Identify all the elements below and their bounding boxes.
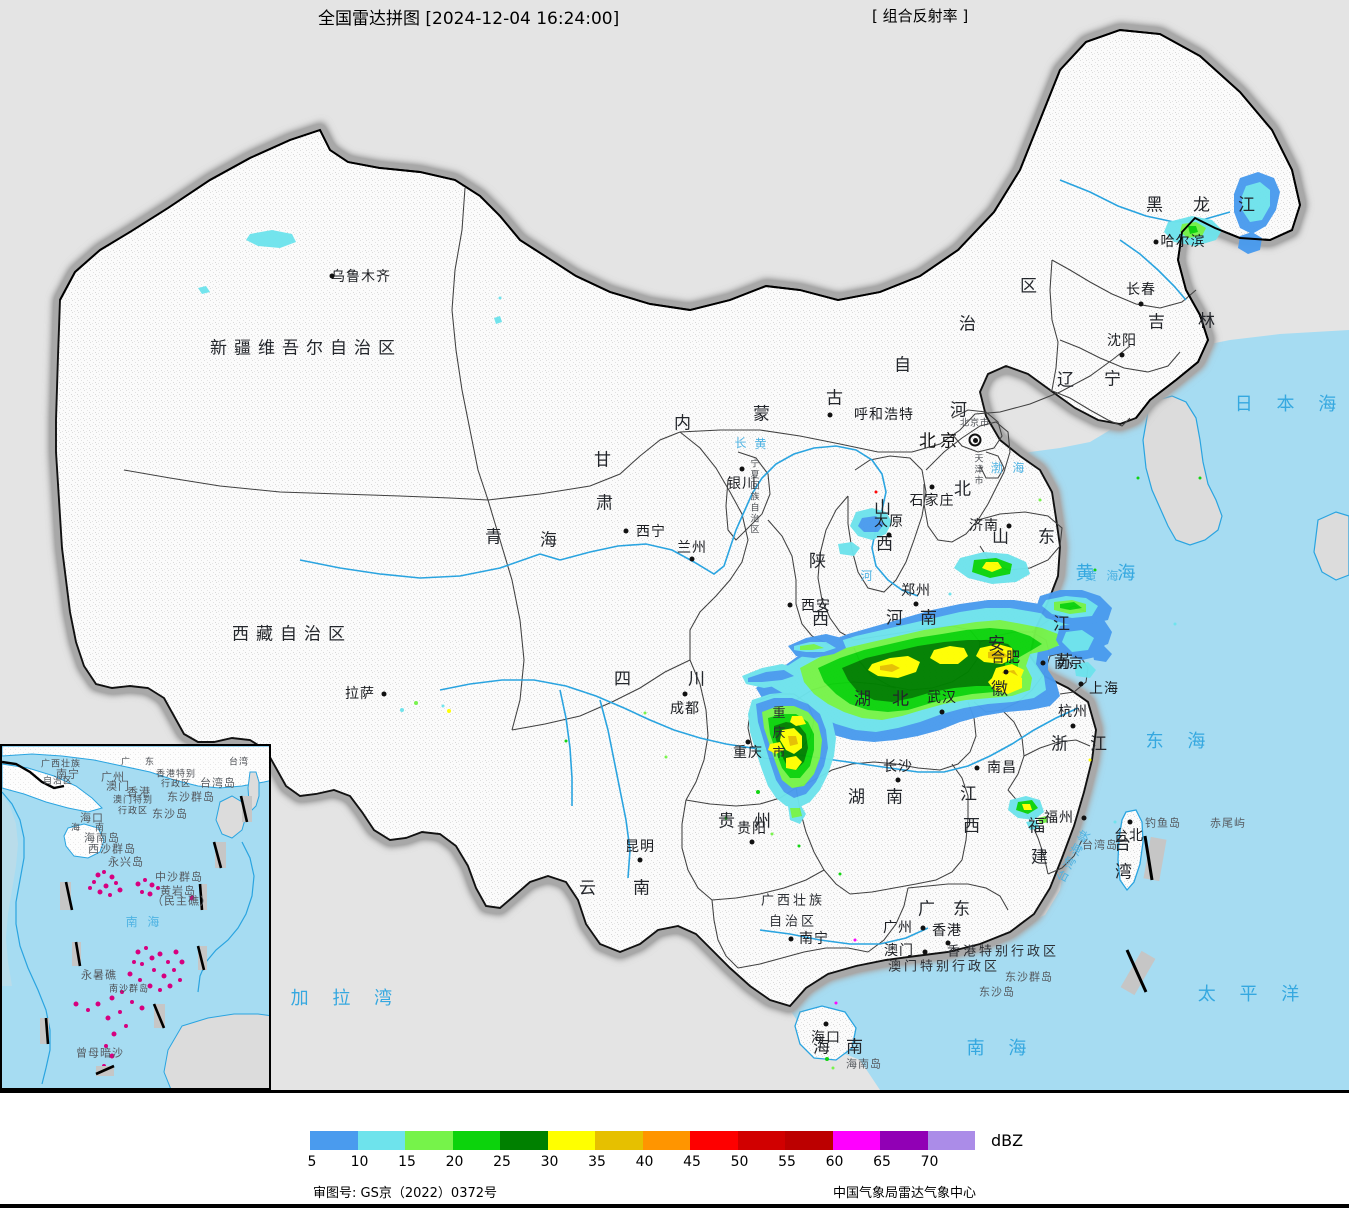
city-dot-9	[1006, 523, 1012, 529]
colorbar-tick-50: 50	[730, 1154, 749, 1170]
boundary-bars	[1120, 835, 1167, 996]
map-title: 全国雷达拼图 [2024-12-04 16:24:00]	[318, 9, 620, 29]
xisha-reefs	[88, 870, 123, 897]
colorbar-tick-5: 5	[307, 1154, 317, 1170]
colorbar-swatch-20[interactable]	[452, 1131, 500, 1150]
zhongsha-reefs	[135, 878, 195, 901]
colorbar-tick-65: 65	[873, 1154, 891, 1170]
echo-specks	[400, 296, 1202, 1070]
city-dot-24	[749, 839, 755, 845]
echo-xinjiang	[198, 230, 502, 324]
city-dot-13	[1153, 239, 1159, 245]
echo-main-band	[742, 590, 1112, 742]
colorbar-tick-25: 25	[493, 1154, 511, 1170]
colorbar-tick-60: 60	[825, 1154, 844, 1170]
color-bar[interactable]	[310, 1131, 975, 1150]
city-dot-7	[886, 532, 892, 538]
colorbar-swatch-65[interactable]	[880, 1131, 928, 1150]
city-dot-30	[823, 1021, 829, 1027]
city-dot-10	[913, 601, 919, 607]
colorbar-swatch-15[interactable]	[405, 1131, 453, 1150]
colorbar-swatch-60[interactable]	[832, 1131, 880, 1150]
city-dot-17	[1003, 669, 1009, 675]
city-dot-22	[974, 765, 980, 771]
product-label: [ 组合反射率 ]	[872, 7, 969, 25]
city-dot-3	[689, 556, 695, 562]
radar-echo-layer	[198, 172, 1280, 1070]
map-canvas[interactable]: 新疆维吾尔自治区 西藏自治区青海甘肃内蒙古自治区宁夏回族自治区陕西山西河北北京市天…	[0, 0, 1349, 1090]
echo-shandong	[954, 552, 1030, 584]
colorbar-tick-30: 30	[540, 1154, 559, 1170]
colorbar-swatch-35[interactable]	[595, 1131, 643, 1150]
city-dot-12	[1138, 301, 1144, 307]
echo-fujian	[1008, 796, 1048, 830]
colorbar-ticks: 5 10 15 20 25 30 35 40 45 50 55 60 65 70	[307, 1154, 1070, 1172]
bottom-rule	[0, 1204, 1349, 1208]
city-dot-1	[381, 691, 387, 697]
colorbar-tick-35: 35	[588, 1154, 606, 1170]
inset-vector-layer	[2, 746, 269, 1088]
colorbar-tick-20: 20	[445, 1154, 464, 1170]
south-china-sea-inset[interactable]: 广西壮族 自治区 南宁广东广州 澳门 香港 香港特别 行政区 澳门特别 行政区 台湾 台湾岛 东沙群岛…	[0, 744, 271, 1090]
ocean-layer	[790, 330, 1349, 1090]
city-dot-25	[637, 857, 643, 863]
city-dot-5	[827, 412, 833, 418]
colorbar-tick-45: 45	[683, 1154, 701, 1170]
colorbar-swatch-50[interactable]	[737, 1131, 785, 1150]
colorbar-swatch-70[interactable]	[927, 1131, 975, 1150]
colorbar-tick-70: 70	[920, 1154, 939, 1170]
colorbar-swatch-30[interactable]	[547, 1131, 595, 1150]
city-dot-28	[945, 940, 951, 946]
city-dot-31	[1127, 819, 1133, 825]
city-dot-15	[745, 739, 751, 745]
city-dot-27	[788, 936, 794, 942]
city-dot-20	[1070, 723, 1076, 729]
colorbar-tick-10: 10	[350, 1154, 369, 1170]
publisher-credit: 中国气象局雷达气象中心	[833, 1186, 977, 1201]
city-dot-19	[1078, 681, 1084, 687]
colorbar-tick-55: 55	[778, 1154, 796, 1170]
nansha-reefs	[73, 946, 185, 1068]
map-approval-number: 审图号: GS京（2022）0372号	[313, 1186, 498, 1201]
city-dot-4	[739, 466, 745, 472]
city-dot-23	[1081, 815, 1087, 821]
echo-chongqing	[748, 692, 836, 824]
city-dot-18	[1040, 660, 1046, 666]
city-dot-16	[939, 709, 945, 715]
colorbar-swatch-40[interactable]	[642, 1131, 690, 1150]
colorbar-swatch-10[interactable]	[357, 1131, 405, 1150]
city-dot-26	[920, 925, 926, 931]
colorbar-unit-label: dBZ	[991, 1131, 1024, 1150]
city-dot-21	[895, 777, 901, 783]
city-dot-29	[922, 949, 928, 955]
colorbar-swatch-25[interactable]	[500, 1131, 548, 1150]
capital-symbol-icon	[968, 433, 982, 447]
colorbar-swatch-45[interactable]	[690, 1131, 738, 1150]
colorbar-swatch-55[interactable]	[785, 1131, 833, 1150]
colorbar-tick-15: 15	[398, 1154, 416, 1170]
city-dot-6	[787, 602, 793, 608]
city-dot-11	[1119, 352, 1125, 358]
echo-shanxi	[838, 508, 892, 556]
colorbar-swatch-5[interactable]	[310, 1131, 358, 1150]
city-dot-2	[623, 528, 629, 534]
city-dot-14	[682, 691, 688, 697]
city-dot-0	[329, 273, 335, 279]
colorbar-tick-40: 40	[635, 1154, 654, 1170]
city-dot-8	[929, 484, 935, 490]
